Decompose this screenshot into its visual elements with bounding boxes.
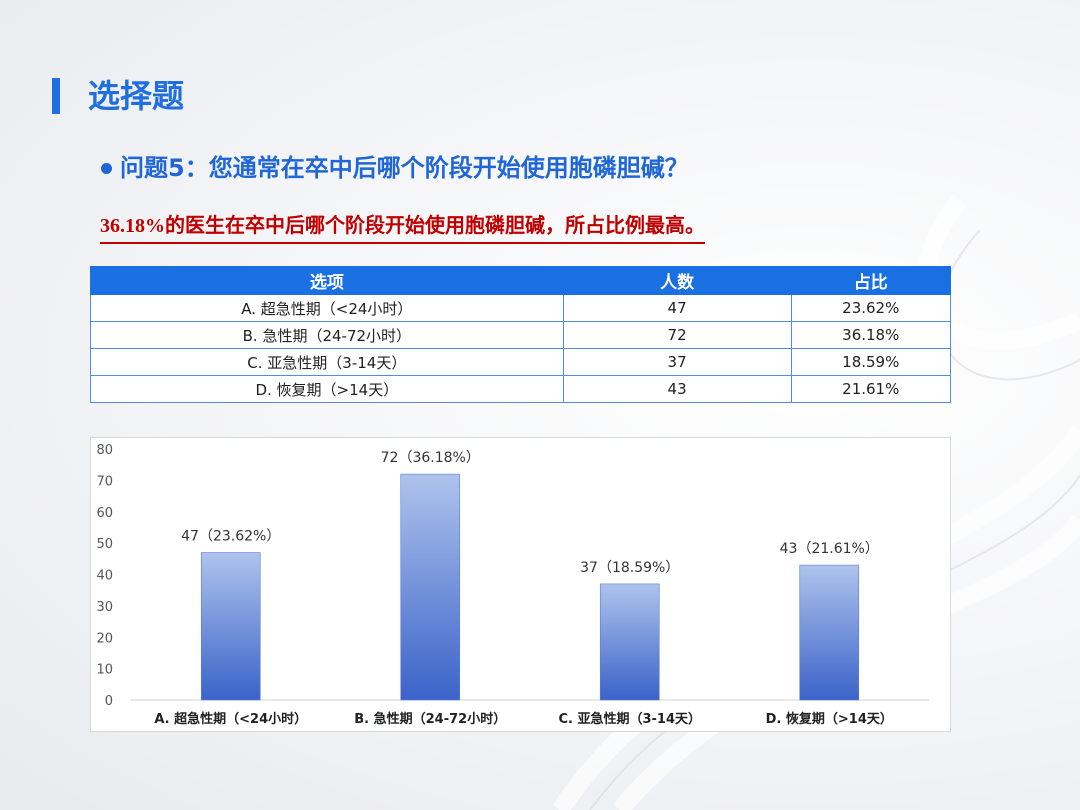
y-tick-label: 60: [96, 506, 113, 521]
bar-chart: 0 10 20 30 40 50 60 70 80 47（23.62%） A. 超急性期（<24小时…: [90, 437, 951, 732]
table-row: C. 亚急性期（3-14天） 37 18.59%: [90, 348, 952, 376]
cell-percent: 23.62%: [790, 294, 952, 322]
x-tick-label: C. 亚急性期（3-14天）: [558, 711, 701, 727]
highlight-number: 36.18%: [100, 215, 165, 237]
table-row: D. 恢复期（>14天） 43 21.61%: [90, 375, 952, 403]
header-option: 选项: [90, 266, 564, 295]
y-tick-label: 80: [96, 443, 113, 458]
question-bullet-icon: [101, 163, 112, 174]
cell-count: 47: [562, 294, 792, 322]
bar: [200, 552, 261, 701]
y-tick-label: 20: [96, 631, 113, 646]
cell-option: D. 恢复期（>14天）: [90, 375, 564, 403]
data-label: 37（18.59%）: [580, 560, 679, 576]
header-count: 人数: [562, 266, 792, 295]
question-label: 问题5：您通常在卒中后哪个阶段开始使用胞磷胆碱？: [120, 154, 689, 182]
y-tick-label: 30: [96, 600, 113, 615]
highlight-text: 的医生在卒中后哪个阶段开始使用胞磷胆碱，所占比例最高。: [165, 213, 705, 237]
y-tick-label: 70: [96, 474, 113, 489]
bar: [400, 473, 461, 701]
table-header-row: 选项 人数 占比: [90, 266, 952, 295]
data-label: 43（21.61%）: [780, 541, 879, 557]
results-table: 选项 人数 占比 A. 超急性期（<24小时） 47 23.62% B. 急性期…: [90, 266, 952, 403]
cell-percent: 21.61%: [790, 375, 952, 403]
y-tick-label: 50: [96, 537, 113, 552]
page-title: 选择题: [88, 77, 185, 115]
y-tick-label: 0: [105, 694, 113, 709]
bar-chart-svg: 0 10 20 30 40 50 60 70 80 47（23.62%） A. 超急性期（<24小时…: [96, 443, 929, 727]
cell-option: A. 超急性期（<24小时）: [90, 294, 564, 322]
highlight-statement: 36.18%的医生在卒中后哪个阶段开始使用胞磷胆碱，所占比例最高。: [100, 210, 705, 244]
cell-option: B. 急性期（24-72小时）: [90, 321, 564, 349]
x-tick-label: B. 急性期（24-72小时）: [354, 711, 506, 727]
bar: [599, 583, 660, 701]
x-tick-label: D. 恢复期（>14天）: [766, 711, 893, 727]
bar: [799, 564, 860, 701]
data-label: 47（23.62%）: [181, 529, 280, 545]
cell-count: 72: [562, 321, 792, 349]
cell-percent: 18.59%: [790, 348, 952, 376]
question-text: 问题5：您通常在卒中后哪个阶段开始使用胞磷胆碱？: [102, 150, 689, 186]
header-percent: 占比: [790, 266, 952, 295]
y-tick-label: 40: [96, 569, 113, 584]
cell-count: 43: [562, 375, 792, 403]
title-accent-bar: [52, 78, 60, 114]
cell-percent: 36.18%: [790, 321, 952, 349]
x-tick-label: A. 超急性期（<24小时）: [154, 711, 307, 727]
y-tick-label: 10: [96, 663, 113, 678]
table-row: B. 急性期（24-72小时） 72 36.18%: [90, 321, 952, 349]
data-label: 72（36.18%）: [381, 450, 480, 466]
cell-count: 37: [562, 348, 792, 376]
table-row: A. 超急性期（<24小时） 47 23.62%: [90, 294, 952, 322]
cell-option: C. 亚急性期（3-14天）: [90, 348, 564, 376]
